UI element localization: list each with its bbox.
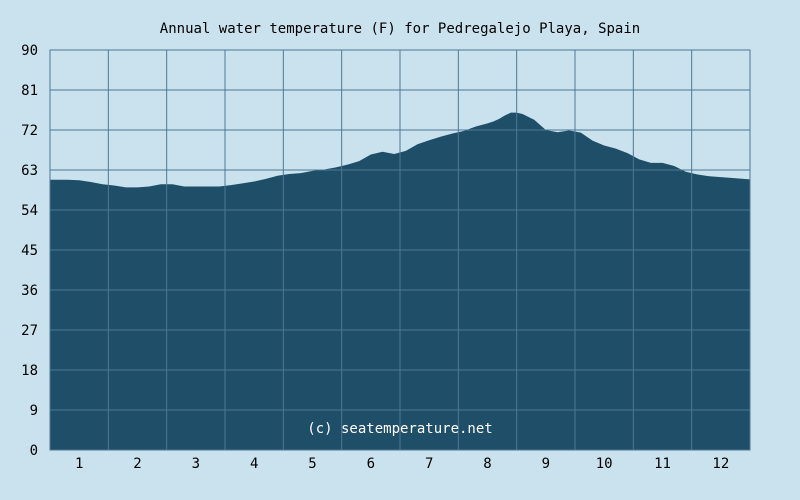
x-axis-tick-labels: 1 2 3 4 5 6 7 8 9 10 11 12 [75,456,729,472]
y-tick-label: 27 [21,323,38,339]
y-tick-label: 81 [21,83,38,99]
y-tick-label: 9 [30,403,38,419]
y-tick-label: 36 [21,283,38,299]
x-tick-label: 9 [542,456,550,472]
x-tick-label: 5 [308,456,316,472]
plot-area [49,49,751,451]
x-tick-label: 3 [192,456,200,472]
x-tick-label: 12 [712,456,729,472]
y-tick-label: 54 [21,203,38,219]
x-tick-label: 2 [133,456,141,472]
y-tick-label: 90 [21,43,38,59]
chart-title: Annual water temperature (F) for Pedrega… [160,21,640,37]
x-tick-label: 4 [250,456,258,472]
x-tick-label: 10 [596,456,613,472]
y-tick-label: 45 [21,243,38,259]
watermark: (c) seatemperature.net [307,421,492,437]
x-tick-label: 7 [425,456,433,472]
y-tick-label: 18 [21,363,38,379]
plot-border [49,49,751,451]
x-tick-label: 8 [483,456,491,472]
y-tick-label: 72 [21,123,38,139]
x-tick-label: 11 [654,456,671,472]
y-tick-label: 63 [21,163,38,179]
y-tick-label: 0 [30,443,38,459]
y-axis-tick-labels: 0 9 18 27 36 45 54 63 72 81 90 [21,43,38,459]
x-tick-label: 6 [367,456,375,472]
x-tick-label: 1 [75,456,83,472]
